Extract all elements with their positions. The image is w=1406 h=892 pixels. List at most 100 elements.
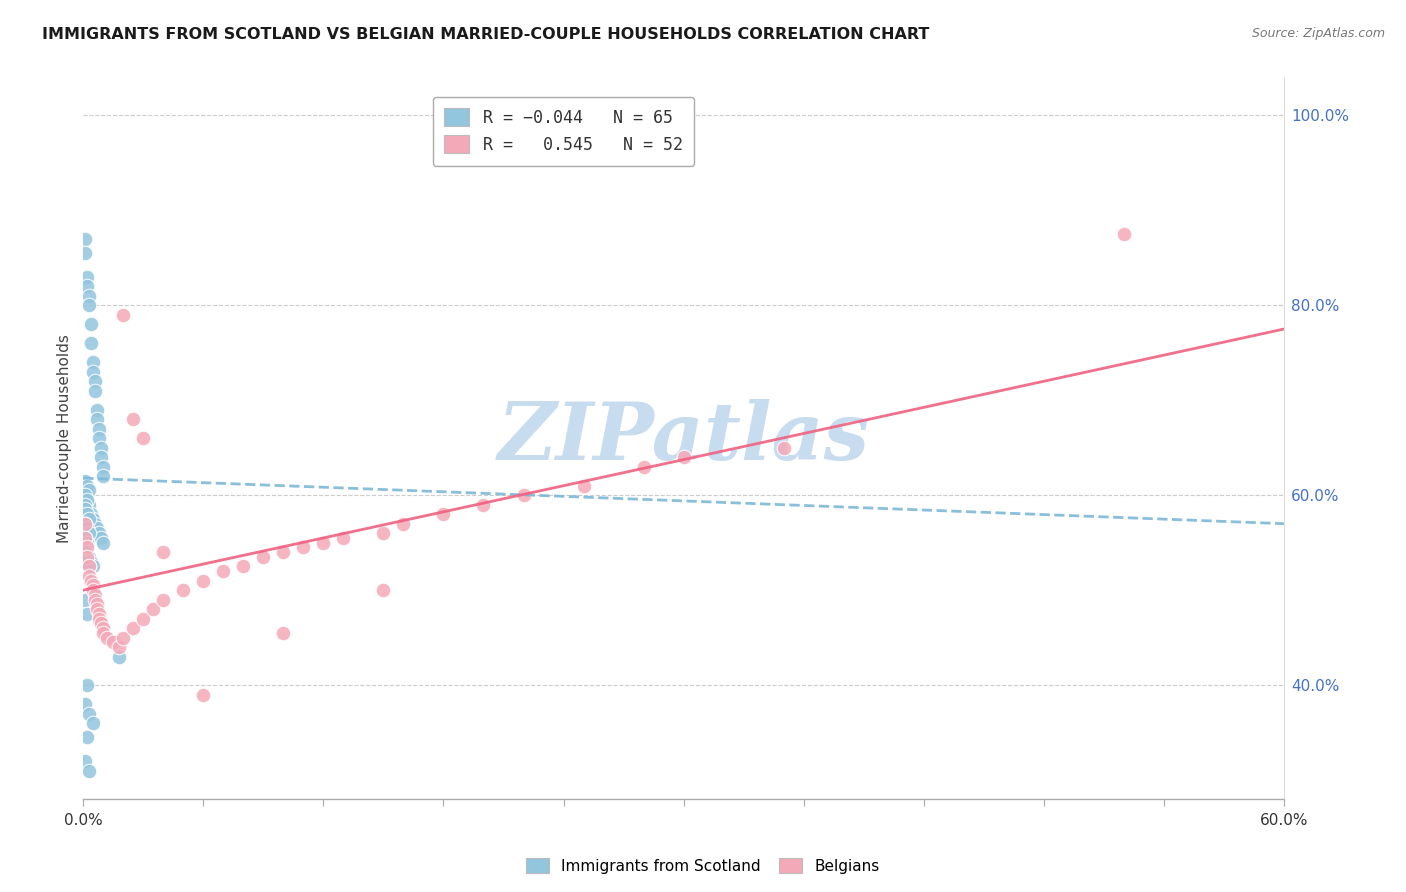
Point [75, 498, 97, 512]
Point [89, 612, 111, 626]
Point [80, 555, 103, 569]
Point [75, 549, 97, 564]
Legend: R = −0.044   N = 65, R =   0.545   N = 52: R = −0.044 N = 65, R = 0.545 N = 52 [433, 96, 695, 166]
Point [312, 535, 335, 549]
Point [76, 607, 98, 621]
Point [82, 355, 104, 369]
Point [332, 531, 354, 545]
Point [75, 502, 97, 516]
Point [212, 564, 235, 578]
Point [152, 545, 174, 559]
Point [152, 592, 174, 607]
Point [86, 598, 108, 612]
Point [76, 521, 98, 535]
Point [193, 688, 215, 702]
Point [252, 549, 274, 564]
Point [84, 592, 107, 607]
Point [75, 531, 97, 545]
Point [76, 541, 98, 555]
Point [90, 531, 112, 545]
Point [76, 488, 98, 502]
Point [79, 569, 101, 583]
Point [86, 412, 108, 426]
Point [108, 640, 131, 654]
Point [772, 441, 794, 455]
Point [75, 754, 97, 768]
Point [76, 545, 98, 559]
Point [80, 574, 103, 588]
Point [82, 559, 104, 574]
Point [82, 578, 104, 592]
Point [82, 365, 104, 379]
Point [273, 545, 295, 559]
Point [75, 479, 97, 493]
Text: ZIPatlas: ZIPatlas [498, 400, 870, 477]
Point [75, 488, 97, 502]
Point [86, 521, 108, 535]
Point [672, 450, 695, 465]
Point [91, 469, 114, 483]
Point [89, 607, 111, 621]
Point [89, 431, 111, 445]
Point [122, 621, 145, 635]
Point [373, 526, 395, 541]
Point [79, 298, 101, 312]
Point [82, 583, 104, 598]
Point [112, 308, 135, 322]
Point [512, 488, 534, 502]
Point [172, 583, 194, 598]
Point [432, 507, 454, 521]
Point [79, 498, 101, 512]
Point [79, 559, 101, 574]
Point [90, 441, 112, 455]
Point [633, 459, 655, 474]
Point [76, 535, 98, 549]
Text: Source: ZipAtlas.com: Source: ZipAtlas.com [1251, 27, 1385, 40]
Point [292, 541, 315, 555]
Point [82, 512, 104, 526]
Point [91, 459, 114, 474]
Point [142, 602, 165, 616]
Point [90, 450, 112, 465]
Point [79, 526, 101, 541]
Legend: Immigrants from Scotland, Belgians: Immigrants from Scotland, Belgians [520, 852, 886, 880]
Point [75, 545, 97, 559]
Point [76, 507, 98, 521]
Point [572, 479, 595, 493]
Point [76, 549, 98, 564]
Point [90, 616, 112, 631]
Point [84, 588, 107, 602]
Point [76, 555, 98, 569]
Point [86, 402, 108, 417]
Point [96, 631, 118, 645]
Point [76, 678, 98, 692]
Point [373, 583, 395, 598]
Point [80, 336, 103, 351]
Point [132, 431, 155, 445]
Point [76, 279, 98, 293]
Point [84, 516, 107, 531]
Point [75, 541, 97, 555]
Point [122, 412, 145, 426]
Point [79, 289, 101, 303]
Point [79, 483, 101, 498]
Point [91, 535, 114, 549]
Text: IMMIGRANTS FROM SCOTLAND VS BELGIAN MARRIED-COUPLE HOUSEHOLDS CORRELATION CHART: IMMIGRANTS FROM SCOTLAND VS BELGIAN MARR… [42, 27, 929, 42]
Point [79, 549, 101, 564]
Point [75, 246, 97, 260]
Point [75, 531, 97, 545]
Point [79, 559, 101, 574]
Point [132, 612, 155, 626]
Point [79, 512, 101, 526]
Point [75, 697, 97, 711]
Point [86, 602, 108, 616]
Point [80, 318, 103, 332]
Point [91, 621, 114, 635]
Point [91, 626, 114, 640]
Point [75, 541, 97, 555]
Point [103, 635, 125, 649]
Point [76, 479, 98, 493]
Point [89, 526, 111, 541]
Y-axis label: Married-couple Households: Married-couple Households [58, 334, 72, 542]
Point [84, 374, 107, 388]
